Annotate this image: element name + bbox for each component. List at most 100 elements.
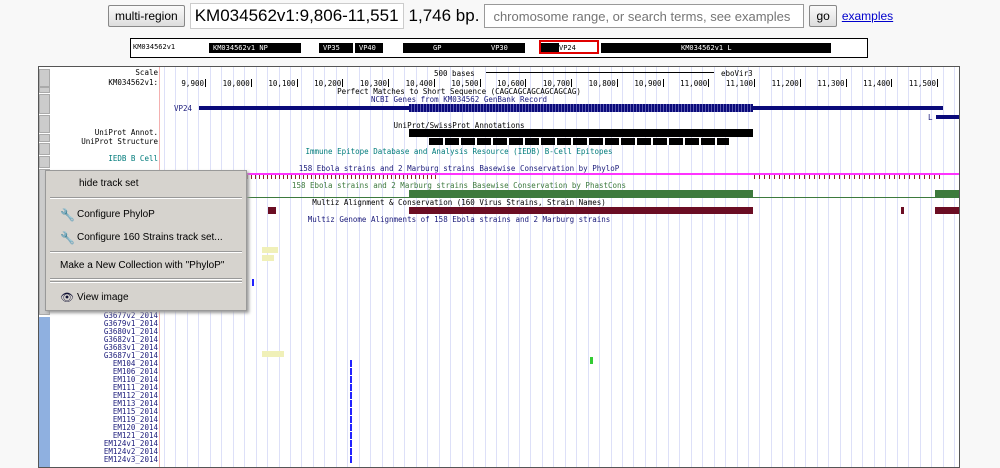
tick-label: 10,000 [222,79,250,88]
strain-label[interactable]: G3677v2_2014 [103,311,158,320]
menu-configure-strains[interactable]: 🔧 Configure 160 Strains track set... [46,229,246,247]
grid-line [759,67,761,467]
strain-label[interactable]: EM106_2014 [112,367,158,376]
grid-line [736,67,738,467]
strain-label[interactable]: EM110_2014 [112,375,158,384]
grid-line [725,67,727,467]
examples-link[interactable]: examples [841,9,894,23]
alignment-mark [350,408,352,415]
alignment-block [262,255,274,261]
strain-label[interactable]: EM120_2014 [112,423,158,432]
strain-label[interactable]: EM124v2_2014 [103,447,158,456]
strain-label[interactable]: EM124v1_2014 [103,439,158,448]
alignment-block [262,351,284,357]
genome-browser-image[interactable]: Scale KM034562v1: 500 bases eboVir3 9,90… [38,66,960,468]
grid-line [656,67,658,467]
band: VP30 [487,43,525,53]
phylop-negative [754,175,944,179]
strain-label[interactable]: G3679v1_2014 [103,319,158,328]
grid-line [415,67,417,467]
tick-label: 10,900 [634,79,662,88]
alignment-mark [350,432,352,439]
iedb-label: IEDB B Cell [108,154,158,163]
grid-line [484,67,486,467]
phastcons-track[interactable] [199,197,959,198]
grid-line [816,67,818,467]
alignment-mark [350,392,352,399]
strain-label[interactable]: EM121_2014 [112,431,158,440]
search-input[interactable] [484,4,805,28]
chromosome-ideogram[interactable]: KM034562v1 KM034562v1 NP VP35 VP40 GP VP… [130,38,868,58]
scale-bar-label: 500 bases [434,69,475,78]
grid-line [473,67,475,467]
tick-mark [296,79,298,87]
tick-label: 9,900 [181,79,204,88]
grid-line [530,67,532,467]
grid-line [587,67,589,467]
grid-line [622,67,623,467]
grid-line [782,67,784,467]
grid-line [747,67,749,467]
assembly-label: eboVir3 [721,69,753,78]
tick-mark [388,79,389,87]
track-gutter-button[interactable] [39,134,50,142]
band: KM034562v1 NP [209,43,301,53]
gene-label-l[interactable]: L [928,113,933,122]
strain-label[interactable]: EM111_2014 [112,383,158,392]
track-gutter-button[interactable] [39,69,50,87]
phylop-track[interactable] [199,173,959,175]
uniprot-annot-bar[interactable] [409,129,753,137]
grid-line [679,67,681,467]
strain-label[interactable]: EM119_2014 [112,415,158,424]
chrom-label: KM034562v1: [108,78,158,87]
menu-configure-phylop[interactable]: 🔧 Configure PhyloP [46,206,246,224]
alignment-mark [350,456,352,463]
grid-line [564,67,566,467]
gene-vp24-cds[interactable] [409,104,753,112]
alignment-mark [350,376,352,383]
track-gutter-button[interactable] [39,156,50,168]
gene-l[interactable] [936,115,959,119]
gene-label-vp24[interactable]: VP24 [174,104,193,113]
track-gutter-button[interactable] [39,115,50,133]
uniprot-structure-bar[interactable] [429,138,729,145]
position-display: KM034562v1:9,806-11,551 [189,3,404,29]
grid-line [347,67,349,467]
strain-label[interactable]: EM115_2014 [112,407,158,416]
track-gutter-button[interactable] [39,87,50,93]
grid-line [885,67,887,467]
strain-label[interactable]: EM104_2014 [112,359,158,368]
menu-view-image[interactable]: 👁 View image [46,289,246,307]
strain-label[interactable]: EM113_2014 [112,399,158,408]
grid-line [667,67,669,467]
track-gutter-button[interactable] [39,143,50,155]
track-gutter-button[interactable] [39,94,50,114]
phastcons-block [409,190,753,197]
track-set-gutter[interactable] [39,317,50,467]
go-button[interactable]: go [809,5,837,27]
grid-line [896,67,898,467]
iedb-title: Immune Epitope Database and Analysis Res… [305,147,613,156]
tick-label: 11,000 [680,79,708,88]
strain-label[interactable]: EM124v3_2014 [103,455,158,464]
phylop-negative [199,175,439,179]
strain-label[interactable]: G3687v1_2014 [103,351,158,360]
eye-icon: 👁 [60,292,74,304]
strain-label[interactable]: EM112_2014 [112,391,158,400]
tick-mark [250,79,252,87]
grid-line [461,67,463,467]
grid-line [438,67,440,467]
strain-label[interactable]: G3682v1_2014 [103,335,158,344]
menu-make-collection[interactable]: Make a New Collection with "PhyloP" [60,260,225,271]
multi-region-button[interactable]: multi-region [108,5,185,27]
scale-label: Scale [135,68,158,77]
tick-mark [891,79,893,87]
band: KM034562v1 L [601,43,831,53]
strain-label[interactable]: G3680v1_2014 [103,327,158,336]
strain-label[interactable]: G3683v1_2014 [103,343,158,352]
tick-mark [571,79,572,87]
track-context-menu: hide track set 🔧 Configure PhyloP 🔧 Config… [45,170,247,311]
menu-hide-track-set[interactable]: hide track set [79,178,139,189]
multiz-title: Multiz Alignment & Conservation (160 Vir… [312,198,606,207]
band: VP24 [559,43,579,53]
